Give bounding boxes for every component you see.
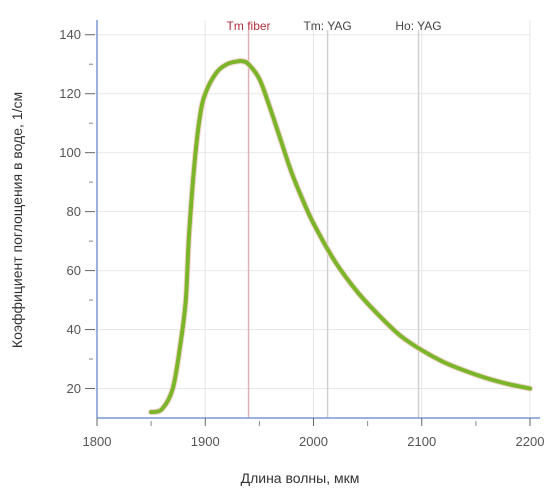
x-tick-label-1900: 1900	[191, 434, 220, 449]
y-tick-label-140: 140	[59, 27, 81, 42]
x-tick-label-1800: 1800	[83, 434, 112, 449]
x-tick-label-2000: 2000	[299, 434, 328, 449]
absorption-curve	[149, 58, 532, 415]
y-tick-label-60: 60	[67, 263, 81, 278]
x-tick-label-2200: 2200	[516, 434, 545, 449]
x-tick-label-2100: 2100	[407, 434, 436, 449]
axes	[96, 20, 540, 419]
marker-label-1: Tm: YAG	[303, 19, 351, 33]
x-axis-title: Длина волны, мкм	[241, 470, 360, 486]
y-axis-title: Коэффициент поглощения в воде, 1/см	[9, 92, 25, 348]
marker-label-2: Ho: YAG	[395, 19, 441, 33]
grid	[96, 20, 531, 418]
series	[148, 57, 533, 416]
y-tick-label-80: 80	[67, 204, 81, 219]
y-tick-label-100: 100	[59, 145, 81, 160]
y-tick-label-20: 20	[67, 381, 81, 396]
wavelength-markers: Tm fiber Tm: YAG Ho: YAG	[227, 19, 442, 418]
absorption-curve-halo	[148, 57, 533, 416]
marker-label-0: Tm fiber	[227, 19, 271, 33]
y-tick-label-120: 120	[59, 86, 81, 101]
y-tick-label-40: 40	[67, 322, 81, 337]
tick-labels: 20 40 60 80 100 120 140 1800 1900 2000 2100 2200	[59, 27, 544, 449]
